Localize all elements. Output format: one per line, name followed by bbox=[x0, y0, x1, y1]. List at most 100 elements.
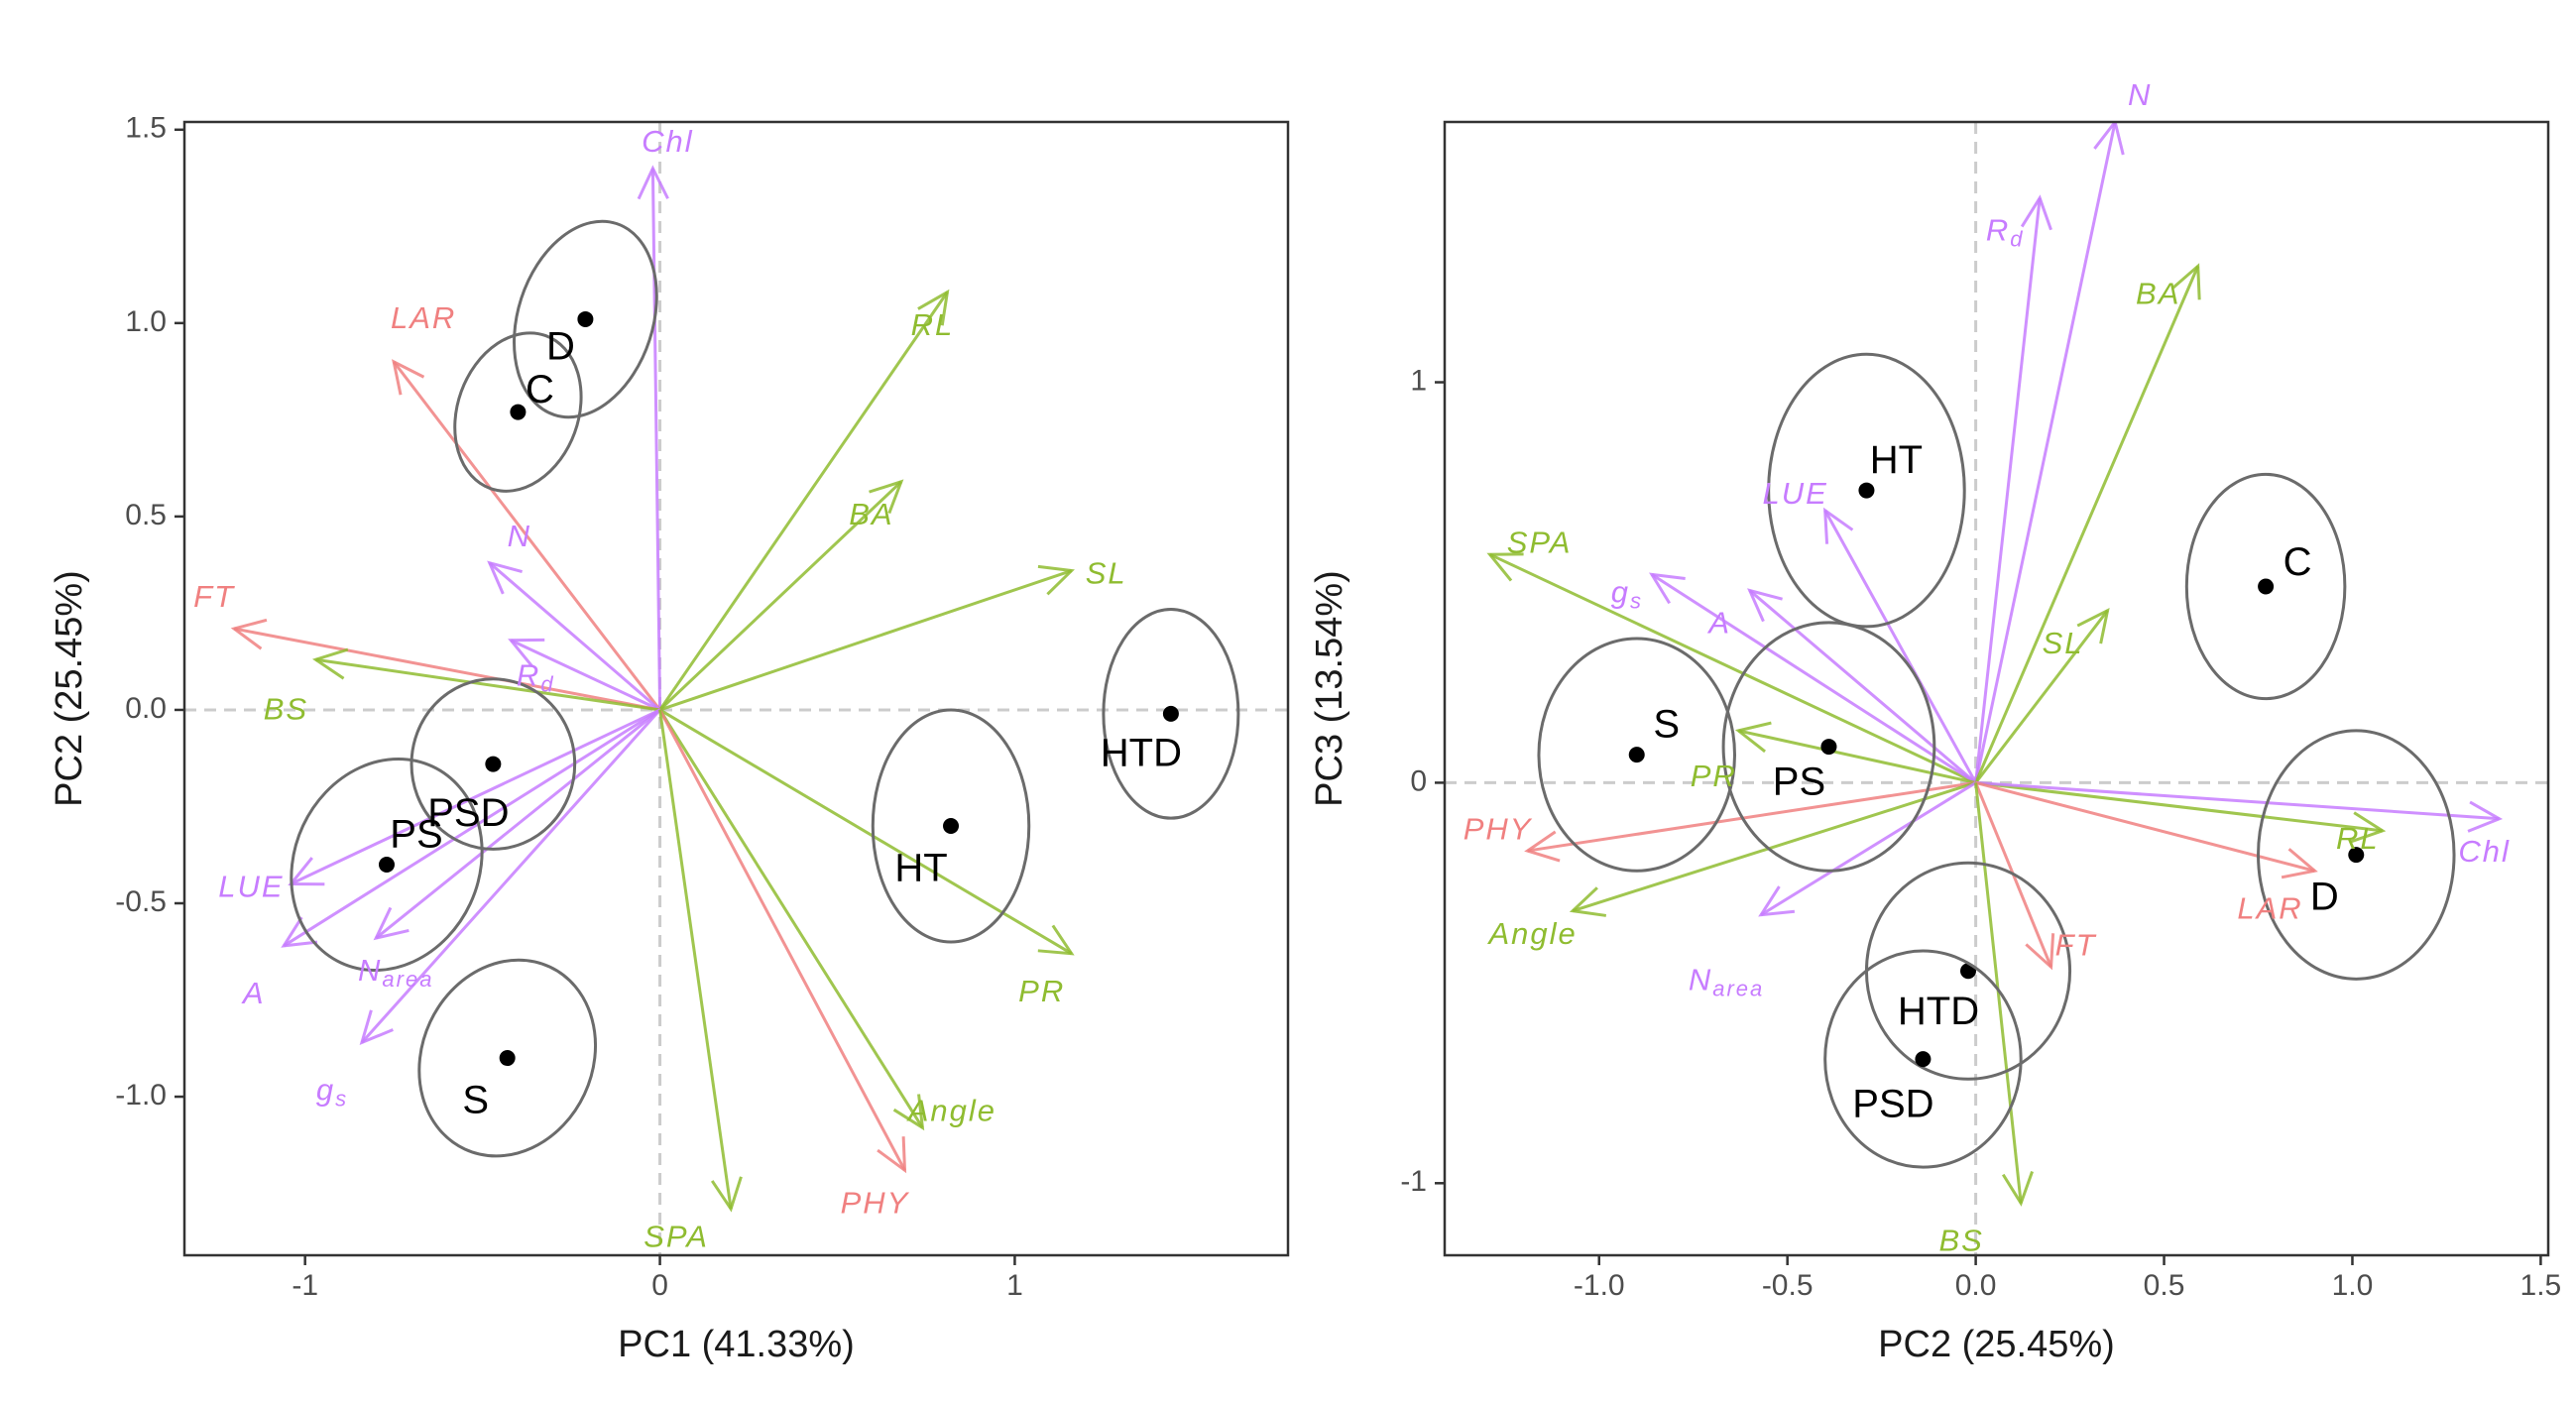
vector-a-arrowhead bbox=[281, 916, 318, 948]
plot-area bbox=[184, 122, 1288, 1255]
vector-g-s-line bbox=[360, 708, 661, 1044]
plot-area bbox=[1445, 122, 2548, 1255]
x-axis-title: PC1 (41.33%) bbox=[618, 1324, 855, 1365]
ellipse-c bbox=[2184, 472, 2347, 701]
labels: N Rd BA LUE SPA gs A SL PR RL Chl LAR PHY Angle Narea F… bbox=[1464, 77, 2511, 1258]
group-label-psd: PSD bbox=[1852, 1083, 1933, 1126]
ellipse-ps bbox=[1721, 621, 1936, 873]
ellipse-d bbox=[513, 219, 658, 419]
labels: Chl LAR RL BA SL N Rd FT BS LUE A Narea gs PR Angle PHY… bbox=[193, 124, 1182, 1253]
vector-spa-line bbox=[1488, 552, 1977, 784]
vector-sl-arrowhead bbox=[2076, 607, 2110, 644]
vector-g-s-line bbox=[1651, 573, 1977, 784]
vector-lue-arrowhead bbox=[1822, 507, 1854, 544]
vector-angle-arrowhead bbox=[892, 1094, 925, 1131]
vector-spa-arrowhead bbox=[710, 1176, 743, 1213]
vector-r-d-arrowhead bbox=[2020, 194, 2052, 231]
vector-label-sl: SL bbox=[1086, 556, 1127, 591]
vector-phy-line bbox=[658, 709, 906, 1171]
group-label-htd: HTD bbox=[1101, 731, 1182, 774]
group-label-ht: HT bbox=[894, 847, 947, 890]
x-tick-label: 0.5 bbox=[2144, 1269, 2185, 1302]
group-label-ps: PS bbox=[390, 813, 442, 857]
loading-vectors bbox=[1486, 122, 2504, 1207]
y-tick-label: 0.5 bbox=[125, 499, 167, 531]
vector-label-angle: Angle bbox=[906, 1093, 996, 1127]
y-tick-label: 0 bbox=[1410, 764, 1427, 797]
vector-label-phy: PHY bbox=[1464, 811, 1533, 846]
group-label-ps: PS bbox=[1773, 761, 1825, 804]
vector-label-ft: FT bbox=[2055, 927, 2097, 962]
x-tick-label: 1.0 bbox=[2332, 1269, 2374, 1302]
group-label-d: D bbox=[2310, 876, 2339, 919]
panel-border bbox=[182, 120, 1290, 1257]
centroid-htd bbox=[1162, 705, 1179, 722]
vector-label-n-area: Narea bbox=[1689, 963, 1764, 1001]
vector-rl-line bbox=[658, 291, 949, 711]
vector-label-lar: LAR bbox=[391, 300, 456, 335]
vector-g-s-arrowhead bbox=[359, 1009, 394, 1046]
vector-label-rl: RL bbox=[2336, 821, 2380, 856]
vector-label-lar: LAR bbox=[2237, 890, 2302, 925]
vector-label-g-s: gs bbox=[316, 1073, 348, 1112]
y-tick-label: -1.0 bbox=[115, 1079, 167, 1112]
vector-lar-arrowhead bbox=[2281, 848, 2318, 879]
vector-spa-line bbox=[658, 709, 733, 1210]
vector-chl-arrowhead bbox=[637, 165, 669, 200]
y-tick-label: 1.5 bbox=[125, 112, 167, 145]
y-axis-title: PC3 (13.54%) bbox=[1309, 570, 1350, 807]
ellipse-ps bbox=[290, 757, 484, 973]
ellipse-psd bbox=[410, 677, 577, 851]
vector-lar-line bbox=[392, 360, 661, 711]
y-axis: -1.0 -0.5 0.0 0.5 1.0 1.5 PC2 (25.45%) bbox=[49, 112, 184, 1112]
group-label-psd: PSD bbox=[427, 791, 509, 835]
vector-sl-line bbox=[659, 569, 1073, 712]
vector-ba-arrowhead bbox=[869, 479, 904, 515]
plot-background bbox=[184, 122, 1288, 1255]
vector-pr-arrowhead bbox=[1734, 721, 1772, 754]
vector-angle-arrowhead bbox=[1569, 886, 1607, 917]
vector-rl-arrowhead bbox=[917, 289, 950, 326]
x-axis: -1 0 1 PC1 (41.33%) bbox=[292, 1255, 1023, 1365]
vector-r-d-arrowhead bbox=[508, 638, 545, 668]
vector-n-line bbox=[488, 561, 661, 712]
vector-label-lue: LUE bbox=[1763, 476, 1828, 511]
vector-n-arrowhead bbox=[2093, 122, 2125, 156]
ellipse-psd bbox=[1823, 949, 2023, 1169]
vector-label-a: A bbox=[241, 976, 266, 1010]
vector-lue-line bbox=[1823, 510, 1977, 784]
vector-a-line bbox=[1748, 589, 1977, 784]
x-tick-label: -1 bbox=[292, 1269, 318, 1302]
ellipse-htd bbox=[1102, 608, 1240, 820]
y-tick-label: -0.5 bbox=[115, 885, 167, 918]
y-tick-label: 1 bbox=[1410, 364, 1427, 397]
vector-a-arrowhead bbox=[1747, 588, 1783, 623]
vector-label-bs: BS bbox=[1939, 1224, 1984, 1258]
centroid-s bbox=[1628, 747, 1645, 763]
centroid-psd bbox=[485, 756, 502, 772]
vector-lue-line bbox=[290, 708, 661, 885]
x-tick-label: 0.0 bbox=[1955, 1269, 1997, 1302]
vector-g-s-arrowhead bbox=[1649, 572, 1686, 605]
vector-label-r-d: Rd bbox=[517, 658, 555, 697]
vector-chl-line bbox=[1975, 780, 2500, 821]
vector-label-ft: FT bbox=[193, 579, 235, 614]
x-tick-label: -0.5 bbox=[1762, 1269, 1814, 1302]
vector-rl-arrowhead bbox=[2350, 811, 2387, 844]
vector-label-ba: BA bbox=[2136, 277, 2180, 311]
vector-a-line bbox=[283, 708, 661, 948]
vector-label-phy: PHY bbox=[841, 1185, 910, 1220]
vector-angle-line bbox=[658, 709, 924, 1129]
vector-phy-arrowhead bbox=[877, 1136, 907, 1174]
vector-n-area-line bbox=[375, 708, 661, 940]
vector-chl-line bbox=[650, 168, 662, 710]
vector-label-r-d: Rd bbox=[1986, 213, 2025, 252]
vector-n-area-line bbox=[1760, 781, 1977, 916]
vector-label-chl: Chl bbox=[2458, 834, 2511, 869]
group-ellipses bbox=[290, 219, 1240, 1158]
vector-label-pr: PR bbox=[1018, 974, 1065, 1008]
vector-bs-line bbox=[315, 657, 660, 712]
group-label-ht: HT bbox=[1870, 438, 1923, 482]
ellipse-c bbox=[453, 331, 583, 493]
